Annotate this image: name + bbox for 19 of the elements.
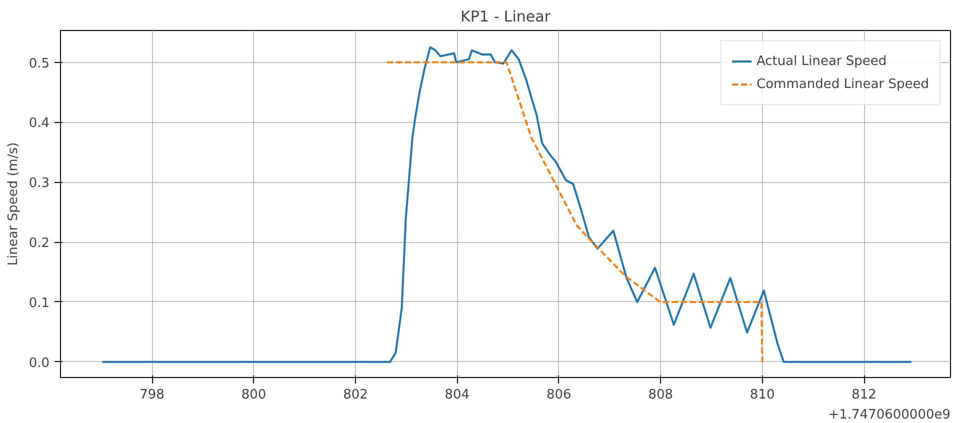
y-tick-label: 0.0 (28, 356, 50, 371)
y-tick-label: 0.5 (28, 56, 50, 72)
x-tick-label: 804 (444, 388, 470, 402)
chart-title: KP1 - Linear (460, 8, 552, 26)
y-tick-label: 0.3 (28, 176, 50, 192)
x-tick-label: 806 (546, 388, 572, 402)
y-axis-title: Linear Speed (m/s) (6, 142, 21, 266)
x-tick-label: 812 (852, 388, 876, 402)
x-tick-label: 798 (140, 388, 164, 402)
legend-label: Actual Linear Speed (756, 54, 887, 68)
x-tick-label: 802 (343, 388, 368, 402)
x-tick-label: 810 (750, 388, 775, 402)
x-tick-label: 808 (648, 388, 674, 402)
text: +1.7470600000e9 (828, 408, 951, 422)
y-tick-label: 0.4 (28, 116, 50, 132)
legend-label: Commanded Linear Speed (756, 76, 929, 92)
y-tick-label: 0.1 (28, 296, 50, 311)
x-tick-label: 800 (241, 388, 266, 402)
y-tick-label: 0.2 (28, 236, 50, 252)
